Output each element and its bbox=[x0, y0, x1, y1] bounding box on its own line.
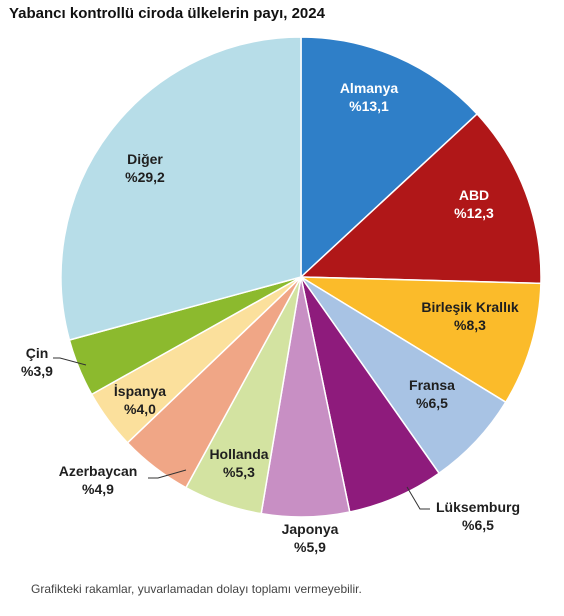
slice-labels: Almanya %13,1 ABD %12,3 Birleşik Krallık %8,3… bbox=[21, 80, 520, 555]
slice-value-abd: %12,3 bbox=[454, 205, 494, 221]
slice-label-diger: Diğer bbox=[127, 151, 163, 167]
pie-slice-birlesik-krallik bbox=[300, 276, 542, 403]
slice-label-almanya: Almanya bbox=[340, 80, 399, 96]
slice-label-japonya: Japonya bbox=[282, 521, 339, 537]
slice-label-cin: Çin bbox=[26, 345, 49, 361]
leader-line-cin bbox=[53, 357, 87, 366]
slice-value-japonya: %5,9 bbox=[294, 539, 326, 555]
slice-value-luksemburg: %6,5 bbox=[462, 517, 494, 533]
slice-label-azerbaycan: Azerbaycan bbox=[59, 463, 138, 479]
leader-lines bbox=[53, 357, 430, 510]
slice-label-hollanda: Hollanda bbox=[209, 446, 268, 462]
slice-value-diger: %29,2 bbox=[125, 169, 165, 185]
leader-line-azerbaycan bbox=[148, 469, 187, 479]
pie-slice-diger bbox=[60, 36, 302, 341]
slice-label-ispanya: İspanya bbox=[114, 383, 166, 399]
slice-value-azerbaycan: %4,9 bbox=[82, 481, 114, 497]
footnote: Grafikteki rakamlar, yuvarlamadan dolayı… bbox=[31, 582, 362, 596]
leader-line-luksemburg bbox=[406, 486, 430, 510]
slice-label-fransa: Fransa bbox=[409, 377, 455, 393]
slice-value-birlesik-krallik: %8,3 bbox=[454, 317, 486, 333]
slice-value-cin: %3,9 bbox=[21, 363, 53, 379]
chart-title: Yabancı kontrollü ciroda ülkelerin payı,… bbox=[9, 5, 325, 22]
slice-label-birlesik-krallik: Birleşik Krallık bbox=[421, 299, 518, 315]
slice-value-fransa: %6,5 bbox=[416, 395, 448, 411]
pie-slice-almanya bbox=[300, 36, 478, 278]
slice-label-abd: ABD bbox=[459, 187, 489, 203]
pie-slices bbox=[60, 36, 542, 518]
slice-value-almanya: %13,1 bbox=[349, 98, 389, 114]
slice-value-hollanda: %5,3 bbox=[223, 464, 255, 480]
slice-value-ispanya: %4,0 bbox=[124, 401, 156, 417]
slice-label-luksemburg: Lüksemburg bbox=[436, 499, 520, 515]
pie-slice-abd bbox=[300, 113, 542, 285]
